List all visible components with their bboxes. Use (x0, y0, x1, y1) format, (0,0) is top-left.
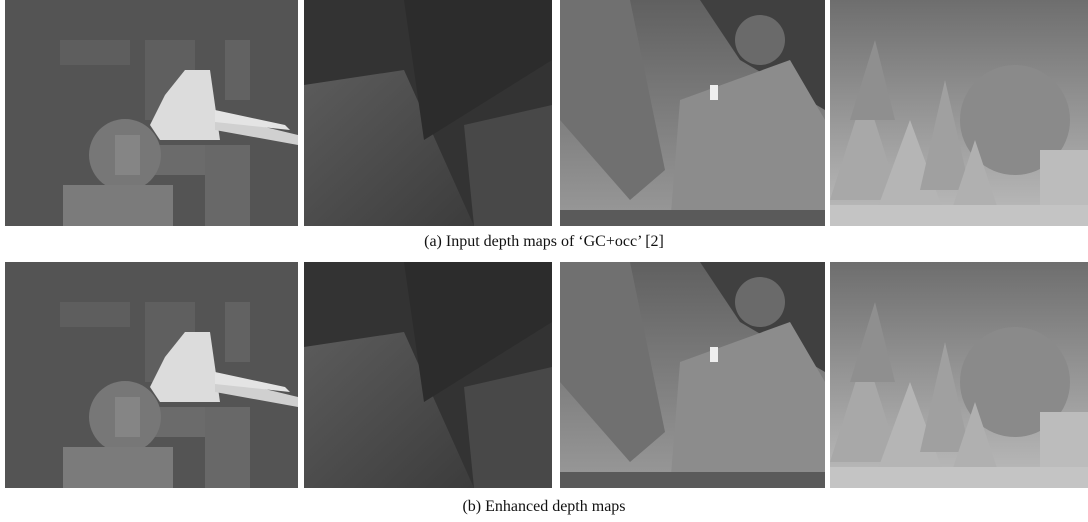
caption: (a) Input depth maps of ‘GC+occ’ [2] (424, 233, 664, 250)
depth-map-image (560, 262, 825, 488)
depth-map-image (304, 0, 552, 226)
caption: (b) Enhanced depth maps (462, 498, 625, 515)
depth-map-image (304, 262, 552, 488)
depth-map-image (5, 262, 298, 488)
figure: (a) Input depth maps of ‘GC+occ’ [2] (b)… (0, 0, 1088, 522)
depth-map-image (830, 262, 1088, 488)
depth-map-image (560, 0, 825, 226)
depth-map-image (830, 0, 1088, 226)
figure-canvas: (a) Input depth maps of ‘GC+occ’ [2] (b)… (0, 0, 1088, 522)
depth-map-image (5, 0, 298, 226)
